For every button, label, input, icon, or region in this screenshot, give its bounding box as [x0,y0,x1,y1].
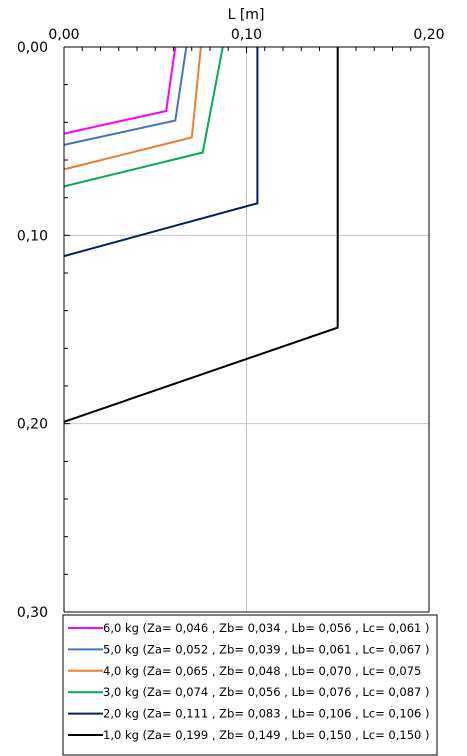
legend-label: 6,0 kg (Za= 0,046 , Zb= 0,034 , Lb= 0,05… [103,621,429,635]
series-line-4 [63,46,224,188]
series-line-2 [63,46,188,146]
series-line-6 [63,47,339,423]
x-tick-label: 0,00 [48,27,79,43]
axes: 0,00 0,10 0,20 0,00 0,10 0,20 0,30 [17,27,445,621]
series-line-1 [63,46,177,135]
series-line-3 [63,46,202,171]
legend-label: 5,0 kg (Za= 0,052 , Zb= 0,039 , Lb= 0,06… [103,642,429,656]
series-line-5 [63,47,259,258]
legend-label: 2,0 kg (Za= 0,111 , Zb= 0,083 , Lb= 0,10… [103,707,429,721]
legend-label: 3,0 kg (Za= 0,074 , Zb= 0,056 , Lb= 0,07… [103,685,429,699]
y-tick-label: 0,20 [17,417,48,433]
series-layer [63,46,339,423]
y-tick-label: 0,10 [17,228,48,244]
legend: 6,0 kg (Za= 0,046 , Zb= 0,034 , Lb= 0,05… [62,614,438,756]
y-tick-label: 0,30 [17,605,48,621]
y-tick-label: 0,00 [17,40,48,56]
legend-label: 4,0 kg (Za= 0,065 , Zb= 0,048 , Lb= 0,07… [103,664,421,678]
legend-label: 1,0 kg (Za= 0,199 , Zb= 0,149 , Lb= 0,15… [103,728,429,742]
legend-box [62,614,438,756]
x-tick-label: 0,20 [413,27,444,43]
x-axis-title: L [m] [228,7,265,23]
x-tick-label: 0,10 [231,27,262,43]
